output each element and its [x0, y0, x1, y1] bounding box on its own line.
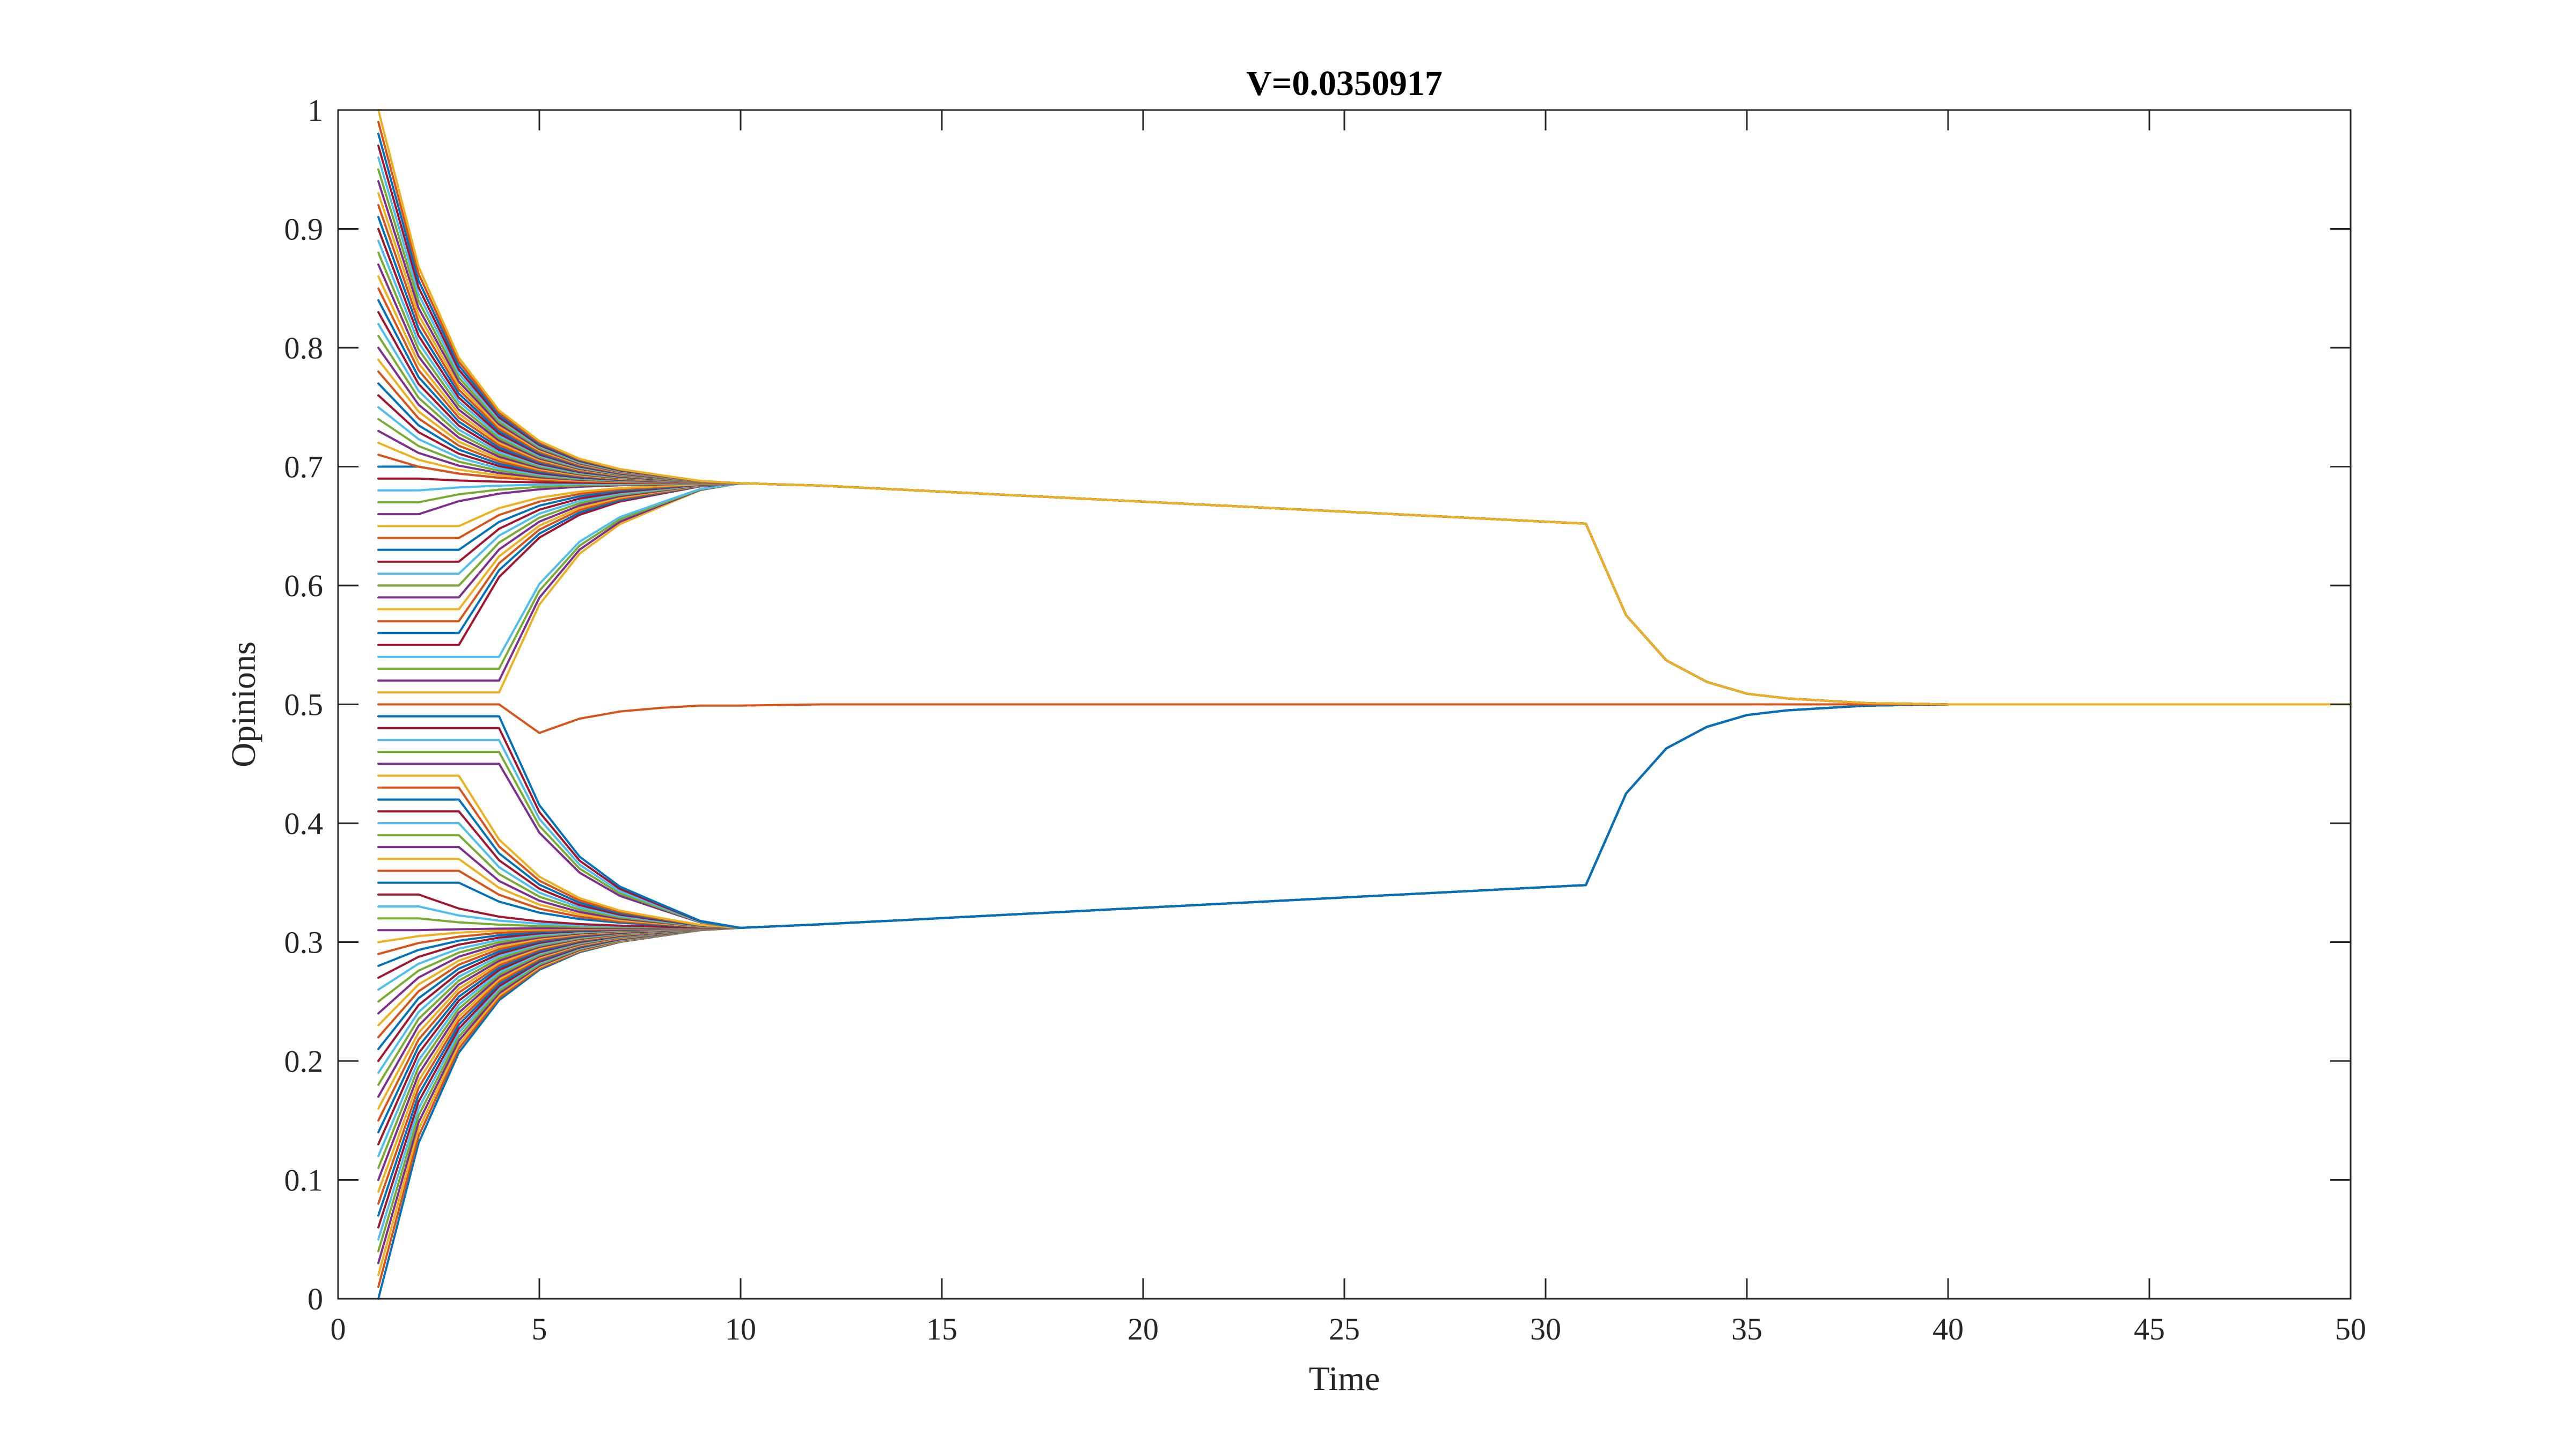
y-tick-label: 0.2: [284, 1044, 324, 1079]
y-tick-label: 0.6: [284, 568, 324, 603]
x-tick-label: 30: [1530, 1312, 1561, 1346]
y-tick-label: 0.1: [284, 1163, 324, 1198]
y-tick-label: 0.7: [284, 450, 324, 485]
axis-ticks: 0 5 10 15 20 25 30 35 40 45 50 0 0.1 0.2 0.3 0.4 0.5 0.6 0…: [284, 93, 2367, 1346]
y-tick-label: 0.9: [284, 212, 324, 247]
y-tick-label: 0.8: [284, 331, 324, 365]
x-tick-label: 10: [725, 1312, 756, 1346]
x-tick-label: 15: [926, 1312, 957, 1346]
x-tick-label: 40: [1933, 1312, 1964, 1346]
y-tick-label: 0.5: [284, 687, 324, 722]
y-axis-title: Opinions: [224, 641, 262, 767]
x-tick-label: 0: [331, 1312, 346, 1346]
y-tick-label: 1: [308, 93, 323, 128]
series-lines: [377, 109, 2352, 1300]
opinion-series-line: [377, 109, 2352, 706]
x-tick-label: 35: [1731, 1312, 1762, 1346]
y-tick-label: 0: [308, 1282, 323, 1316]
chart-title: V=0.0350917: [1246, 64, 1443, 103]
y-tick-label: 0.3: [284, 925, 324, 960]
x-tick-label: 5: [532, 1312, 547, 1346]
x-tick-label: 50: [2335, 1312, 2366, 1346]
x-axis-title: Time: [1309, 1359, 1380, 1397]
x-tick-label: 45: [2134, 1312, 2165, 1346]
y-tick-label: 0.4: [284, 806, 324, 841]
x-tick-label: 25: [1329, 1312, 1360, 1346]
x-tick-label: 20: [1128, 1312, 1159, 1346]
